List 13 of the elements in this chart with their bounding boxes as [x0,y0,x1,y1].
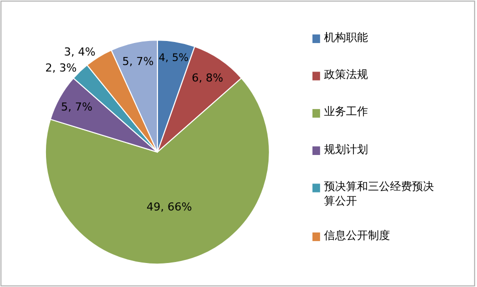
data-label: 3, 4% [64,46,96,59]
data-label: 4, 5% [158,52,189,64]
data-label: 5, 7% [60,100,92,114]
data-label: 2, 3% [45,61,77,74]
legend-label: 信息公开制度 [324,229,390,242]
legend-label: 规划计划 [324,143,368,156]
legend-label: 机构职能 [324,31,368,44]
data-label: 5, 7% [122,55,154,68]
legend-label: 政策法规 [324,68,368,81]
data-label: 49, 66% [146,200,192,214]
data-label: 6, 8% [192,72,224,85]
legend-label: 业务工作 [324,105,368,118]
legend-label: 预决算和三公经费预决算公开 [324,180,434,208]
